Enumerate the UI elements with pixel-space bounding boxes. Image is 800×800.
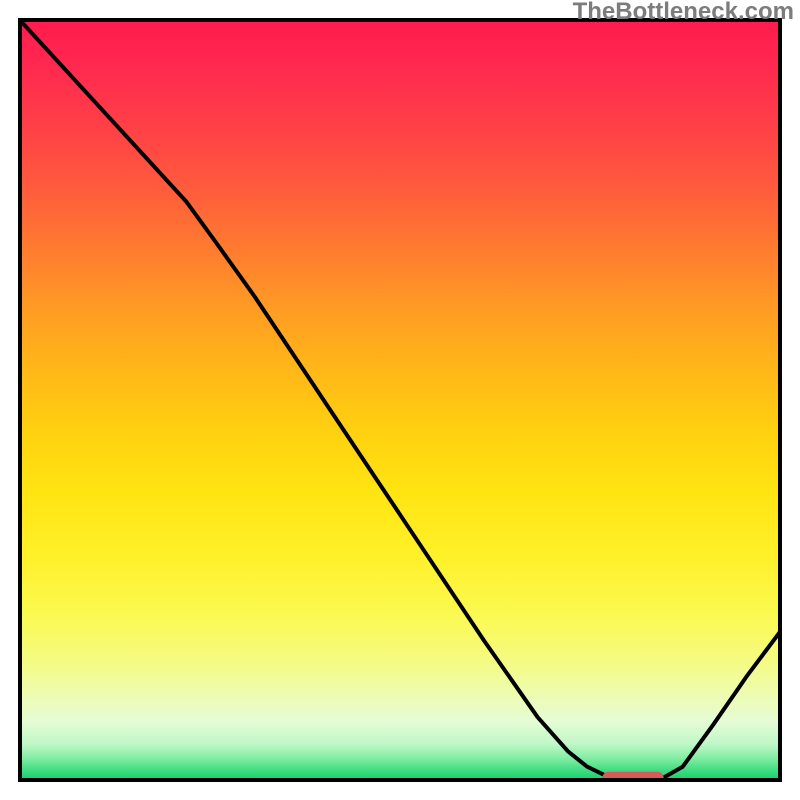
chart-container: TheBottleneck.com bbox=[0, 0, 800, 800]
bottleneck-curve bbox=[18, 18, 782, 780]
curve-layer bbox=[18, 18, 782, 782]
plot-area bbox=[18, 18, 782, 782]
optimal-range-marker bbox=[602, 772, 663, 782]
watermark-text: TheBottleneck.com bbox=[573, 0, 794, 26]
